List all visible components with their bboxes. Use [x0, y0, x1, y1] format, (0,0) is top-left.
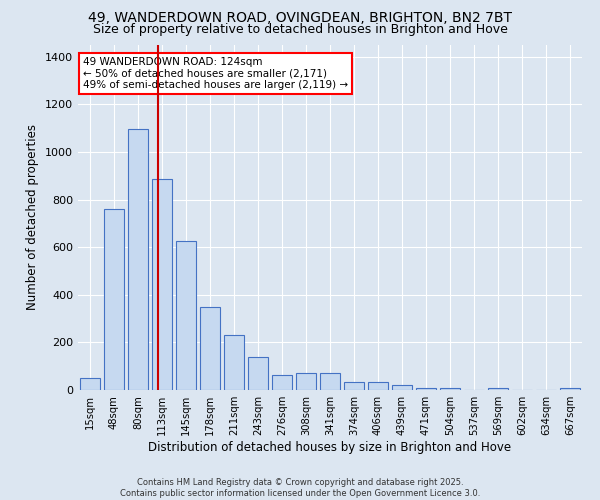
Bar	[368, 382, 388, 390]
Bar	[560, 388, 580, 390]
Bar	[320, 374, 340, 390]
Bar	[296, 374, 316, 390]
Bar	[248, 356, 268, 390]
Bar	[488, 388, 508, 390]
Bar	[272, 374, 292, 390]
Bar	[128, 130, 148, 390]
X-axis label: Distribution of detached houses by size in Brighton and Hove: Distribution of detached houses by size …	[148, 441, 512, 454]
Bar	[224, 335, 244, 390]
Text: Contains HM Land Registry data © Crown copyright and database right 2025.
Contai: Contains HM Land Registry data © Crown c…	[120, 478, 480, 498]
Bar	[344, 382, 364, 390]
Bar	[152, 180, 172, 390]
Bar	[416, 388, 436, 390]
Bar	[176, 242, 196, 390]
Text: 49, WANDERDOWN ROAD, OVINGDEAN, BRIGHTON, BN2 7BT: 49, WANDERDOWN ROAD, OVINGDEAN, BRIGHTON…	[88, 11, 512, 25]
Text: Size of property relative to detached houses in Brighton and Hove: Size of property relative to detached ho…	[92, 22, 508, 36]
Bar	[200, 306, 220, 390]
Bar	[392, 385, 412, 390]
Bar	[104, 209, 124, 390]
Y-axis label: Number of detached properties: Number of detached properties	[26, 124, 40, 310]
Bar	[80, 378, 100, 390]
Bar	[440, 388, 460, 390]
Text: 49 WANDERDOWN ROAD: 124sqm
← 50% of detached houses are smaller (2,171)
49% of s: 49 WANDERDOWN ROAD: 124sqm ← 50% of deta…	[83, 57, 348, 90]
